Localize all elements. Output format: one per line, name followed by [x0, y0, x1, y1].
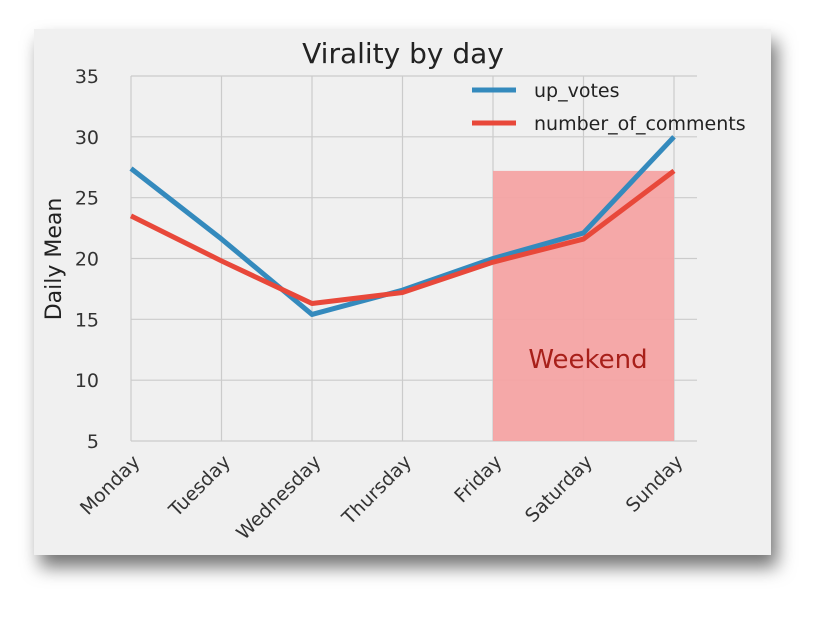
- weekend-span: [493, 170, 674, 441]
- series-line-number-of-comments: [129, 168, 676, 307]
- chart-title: Virality by day: [302, 37, 504, 70]
- y-tick-label: 15: [75, 309, 99, 331]
- weekend-label: Weekend: [528, 345, 647, 375]
- y-tick-label: 25: [75, 188, 99, 210]
- y-tick-labels: 5 10 15 20 25 30 35: [75, 66, 99, 453]
- y-tick-label: 5: [87, 431, 99, 453]
- y-tick-label: 20: [75, 249, 99, 271]
- series-lines: [129, 135, 676, 317]
- y-axis-title: Daily Mean: [42, 198, 67, 321]
- y-tick-label: 35: [75, 66, 99, 88]
- legend: up_votes number_of_comments: [472, 80, 746, 135]
- y-tick-label: 10: [75, 370, 99, 392]
- y-tick-label: 30: [75, 127, 99, 149]
- legend-label: up_votes: [534, 80, 620, 102]
- legend-label: number_of_comments: [534, 113, 746, 135]
- weekend-region: [493, 170, 674, 441]
